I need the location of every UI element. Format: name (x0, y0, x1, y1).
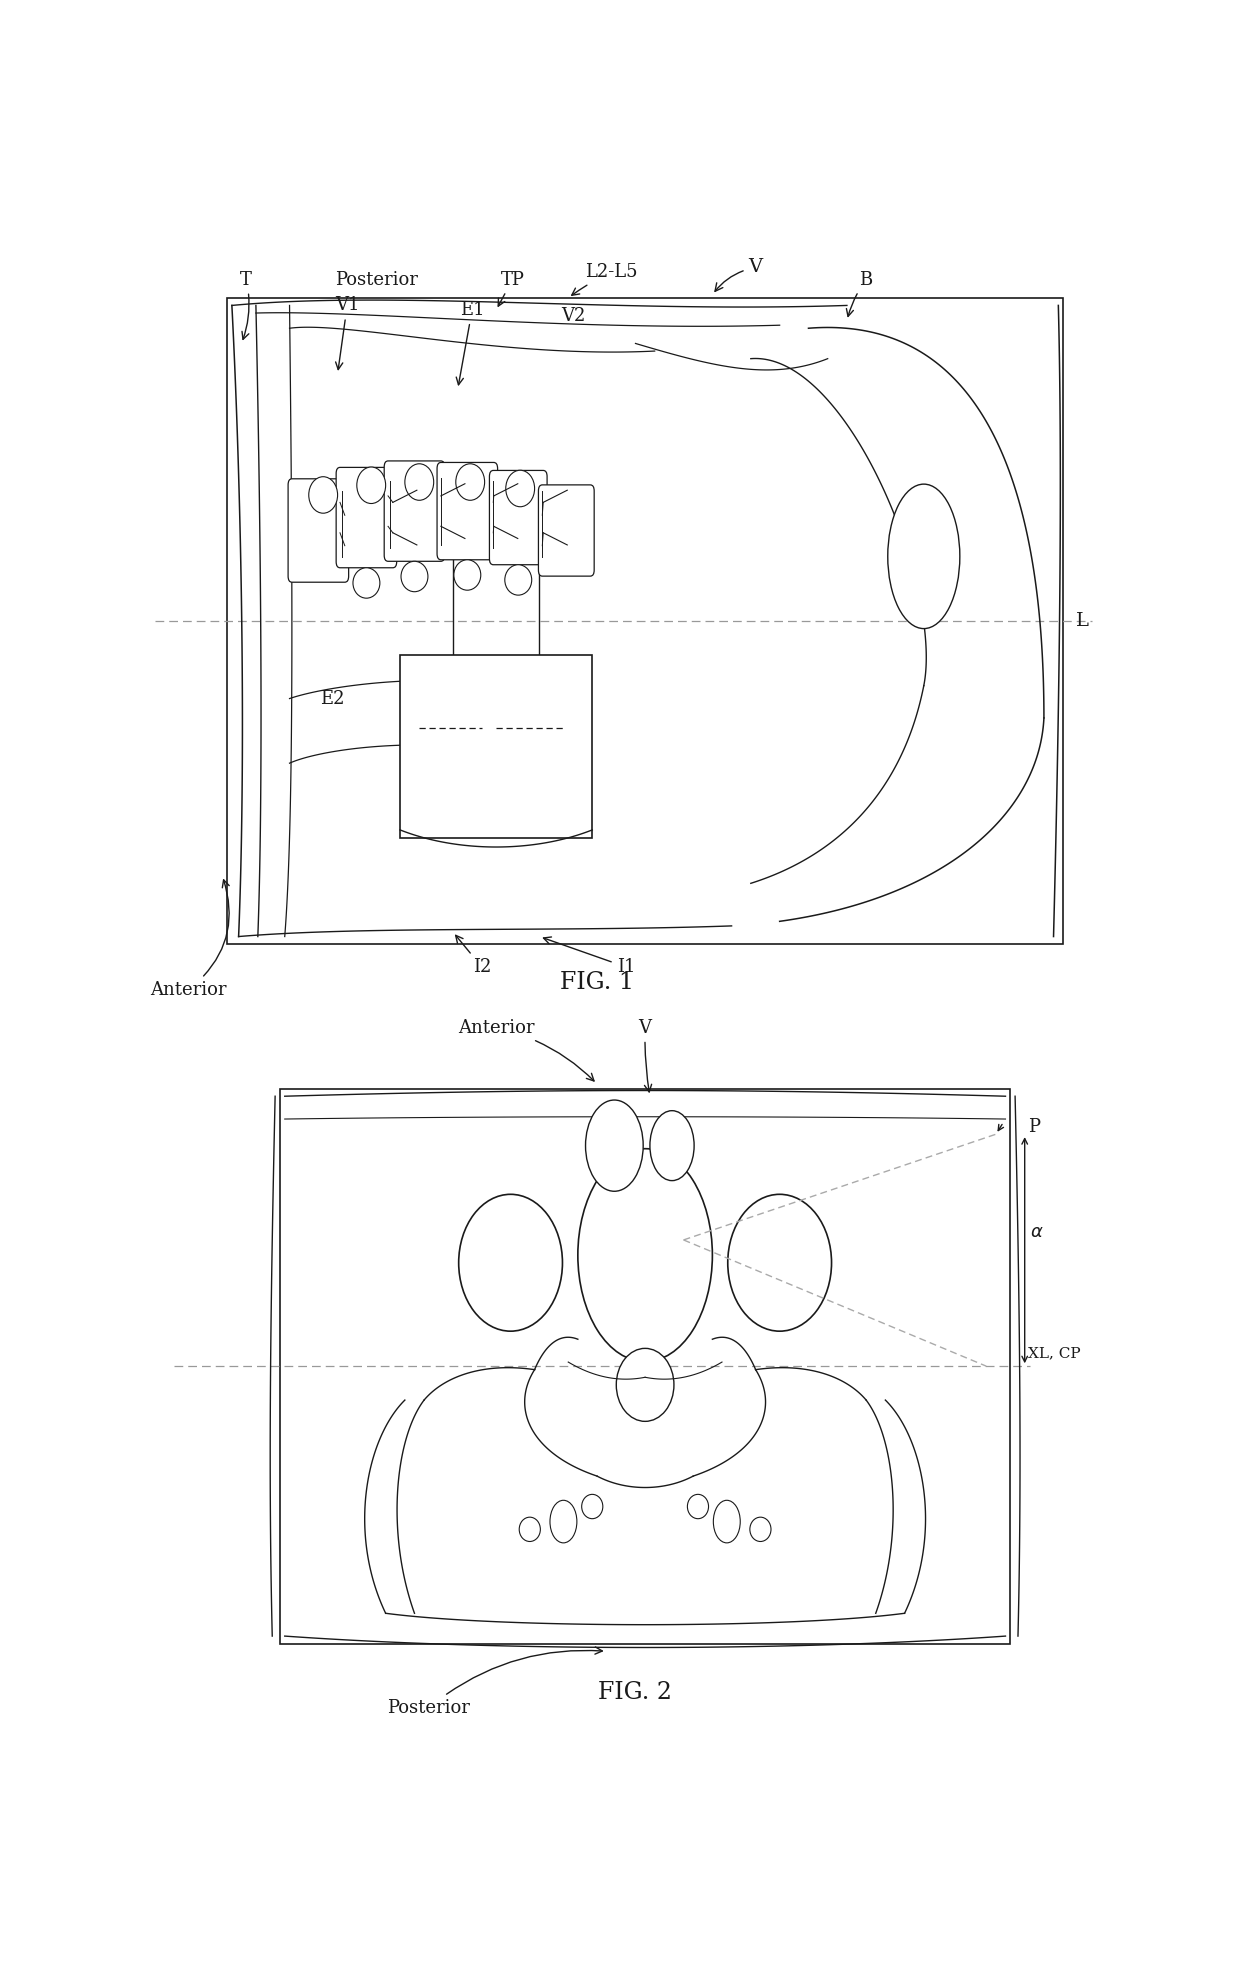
FancyBboxPatch shape (436, 462, 497, 559)
Text: Posterior: Posterior (387, 1647, 603, 1716)
Ellipse shape (459, 1195, 563, 1331)
Text: Posterior: Posterior (335, 271, 418, 288)
Text: L2-L5: L2-L5 (572, 263, 637, 296)
Text: B: B (847, 271, 873, 316)
FancyBboxPatch shape (336, 468, 397, 567)
Text: V: V (715, 259, 763, 292)
Text: I1: I1 (543, 936, 635, 976)
Ellipse shape (506, 470, 534, 508)
Text: FIG. 1: FIG. 1 (560, 970, 634, 993)
FancyBboxPatch shape (538, 486, 594, 577)
Text: XL, CP: XL, CP (1028, 1347, 1080, 1361)
Bar (280, 1088, 1011, 1643)
Text: Anterior: Anterior (458, 1019, 594, 1080)
FancyBboxPatch shape (288, 478, 348, 583)
Ellipse shape (687, 1495, 708, 1519)
Ellipse shape (454, 559, 481, 591)
Ellipse shape (520, 1517, 541, 1542)
Ellipse shape (309, 476, 337, 514)
Text: L: L (1075, 612, 1089, 630)
FancyBboxPatch shape (384, 460, 445, 561)
Text: TP: TP (498, 271, 525, 306)
Bar (401, 656, 593, 837)
Ellipse shape (505, 565, 532, 594)
Circle shape (585, 1100, 644, 1191)
Ellipse shape (888, 484, 960, 628)
Bar (227, 298, 1063, 944)
Ellipse shape (750, 1517, 771, 1542)
Circle shape (578, 1149, 712, 1361)
Text: T: T (241, 271, 252, 340)
Text: $\alpha$: $\alpha$ (1029, 1223, 1043, 1240)
Circle shape (713, 1501, 740, 1542)
Circle shape (650, 1110, 694, 1181)
Ellipse shape (357, 466, 386, 504)
Circle shape (551, 1501, 577, 1542)
Text: E2: E2 (320, 689, 345, 707)
Ellipse shape (616, 1349, 675, 1422)
Ellipse shape (728, 1195, 832, 1331)
FancyBboxPatch shape (490, 470, 547, 565)
Ellipse shape (582, 1495, 603, 1519)
Text: I2: I2 (455, 936, 491, 976)
Text: V2: V2 (560, 306, 585, 326)
Ellipse shape (353, 567, 379, 598)
Text: P: P (1028, 1118, 1039, 1136)
Text: Anterior: Anterior (150, 879, 229, 999)
Text: FIG. 2: FIG. 2 (599, 1681, 672, 1704)
Text: V1: V1 (335, 296, 360, 369)
Ellipse shape (456, 464, 485, 500)
Ellipse shape (404, 464, 434, 500)
Text: E1: E1 (456, 300, 485, 385)
Ellipse shape (401, 561, 428, 592)
Text: V: V (639, 1019, 651, 1092)
